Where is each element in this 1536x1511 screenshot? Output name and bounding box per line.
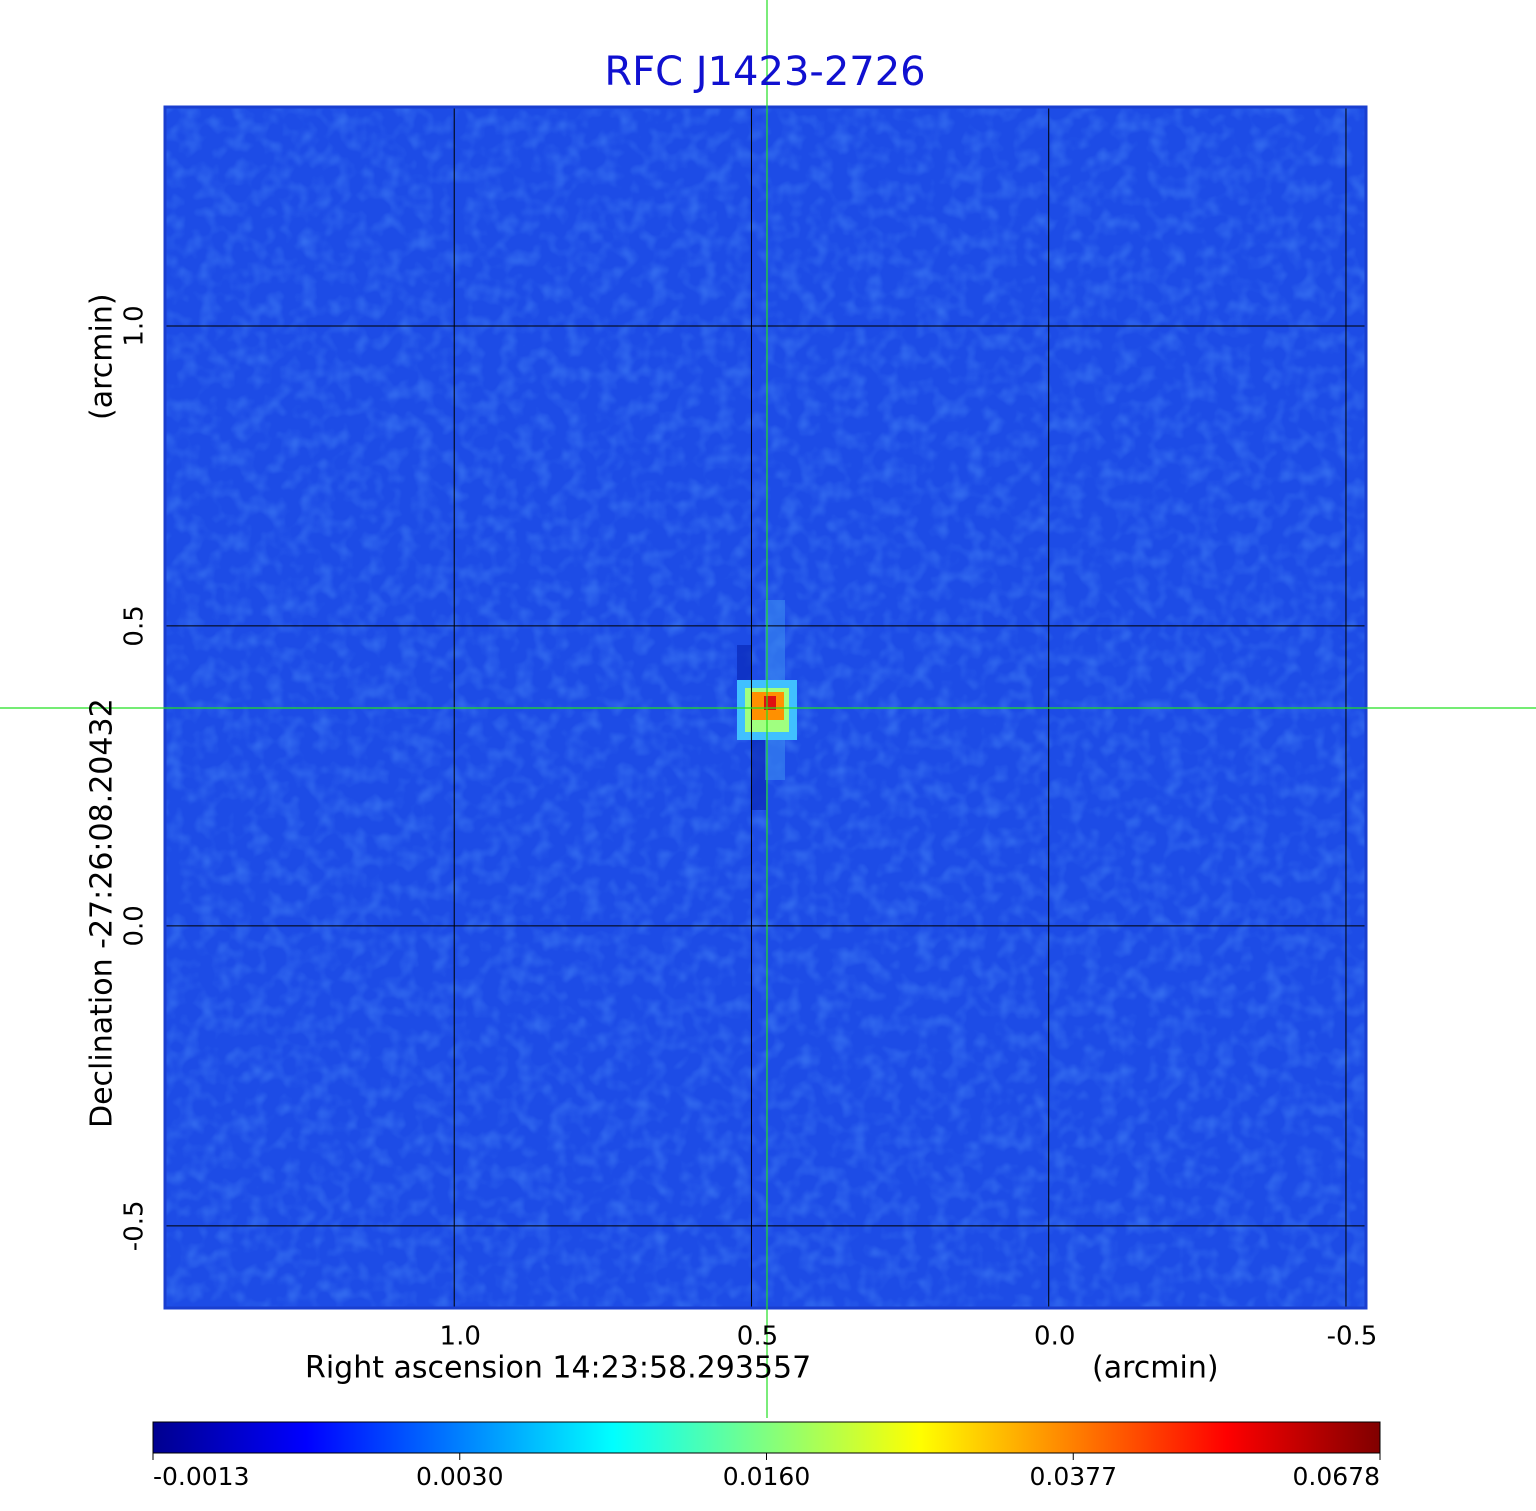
colorbar-tick-label: -0.0013	[153, 1462, 250, 1491]
y-tick-label: -0.5	[120, 1200, 150, 1251]
colorbar-tick-label: 0.0160	[723, 1462, 810, 1491]
y-tick-label: 0.0	[120, 905, 150, 946]
x-tick-label: -0.5	[1327, 1322, 1378, 1352]
colorbar-tick-label: 0.0030	[416, 1462, 503, 1491]
x-axis-label: Right ascension 14:23:58.293557	[305, 1351, 811, 1386]
y-tick-label: 1.0	[120, 305, 150, 346]
y-tick-label: 0.5	[120, 605, 150, 646]
x-axis-unit: (arcmin)	[1092, 1351, 1219, 1386]
x-tick-label: 0.5	[737, 1322, 778, 1352]
colorbar	[152, 1421, 1381, 1454]
colorbar-tick-label: 0.0678	[1293, 1462, 1380, 1491]
y-axis-label: Declination -27:26:08.20432	[85, 698, 120, 1128]
x-tick-label: 1.0	[440, 1322, 481, 1352]
y-axis-unit: (arcmin)	[85, 293, 120, 420]
colorbar-tick-label: 0.0377	[1030, 1462, 1117, 1491]
chart-title: RFC J1423-2726	[604, 49, 925, 95]
x-tick-label: 0.0	[1034, 1322, 1075, 1352]
